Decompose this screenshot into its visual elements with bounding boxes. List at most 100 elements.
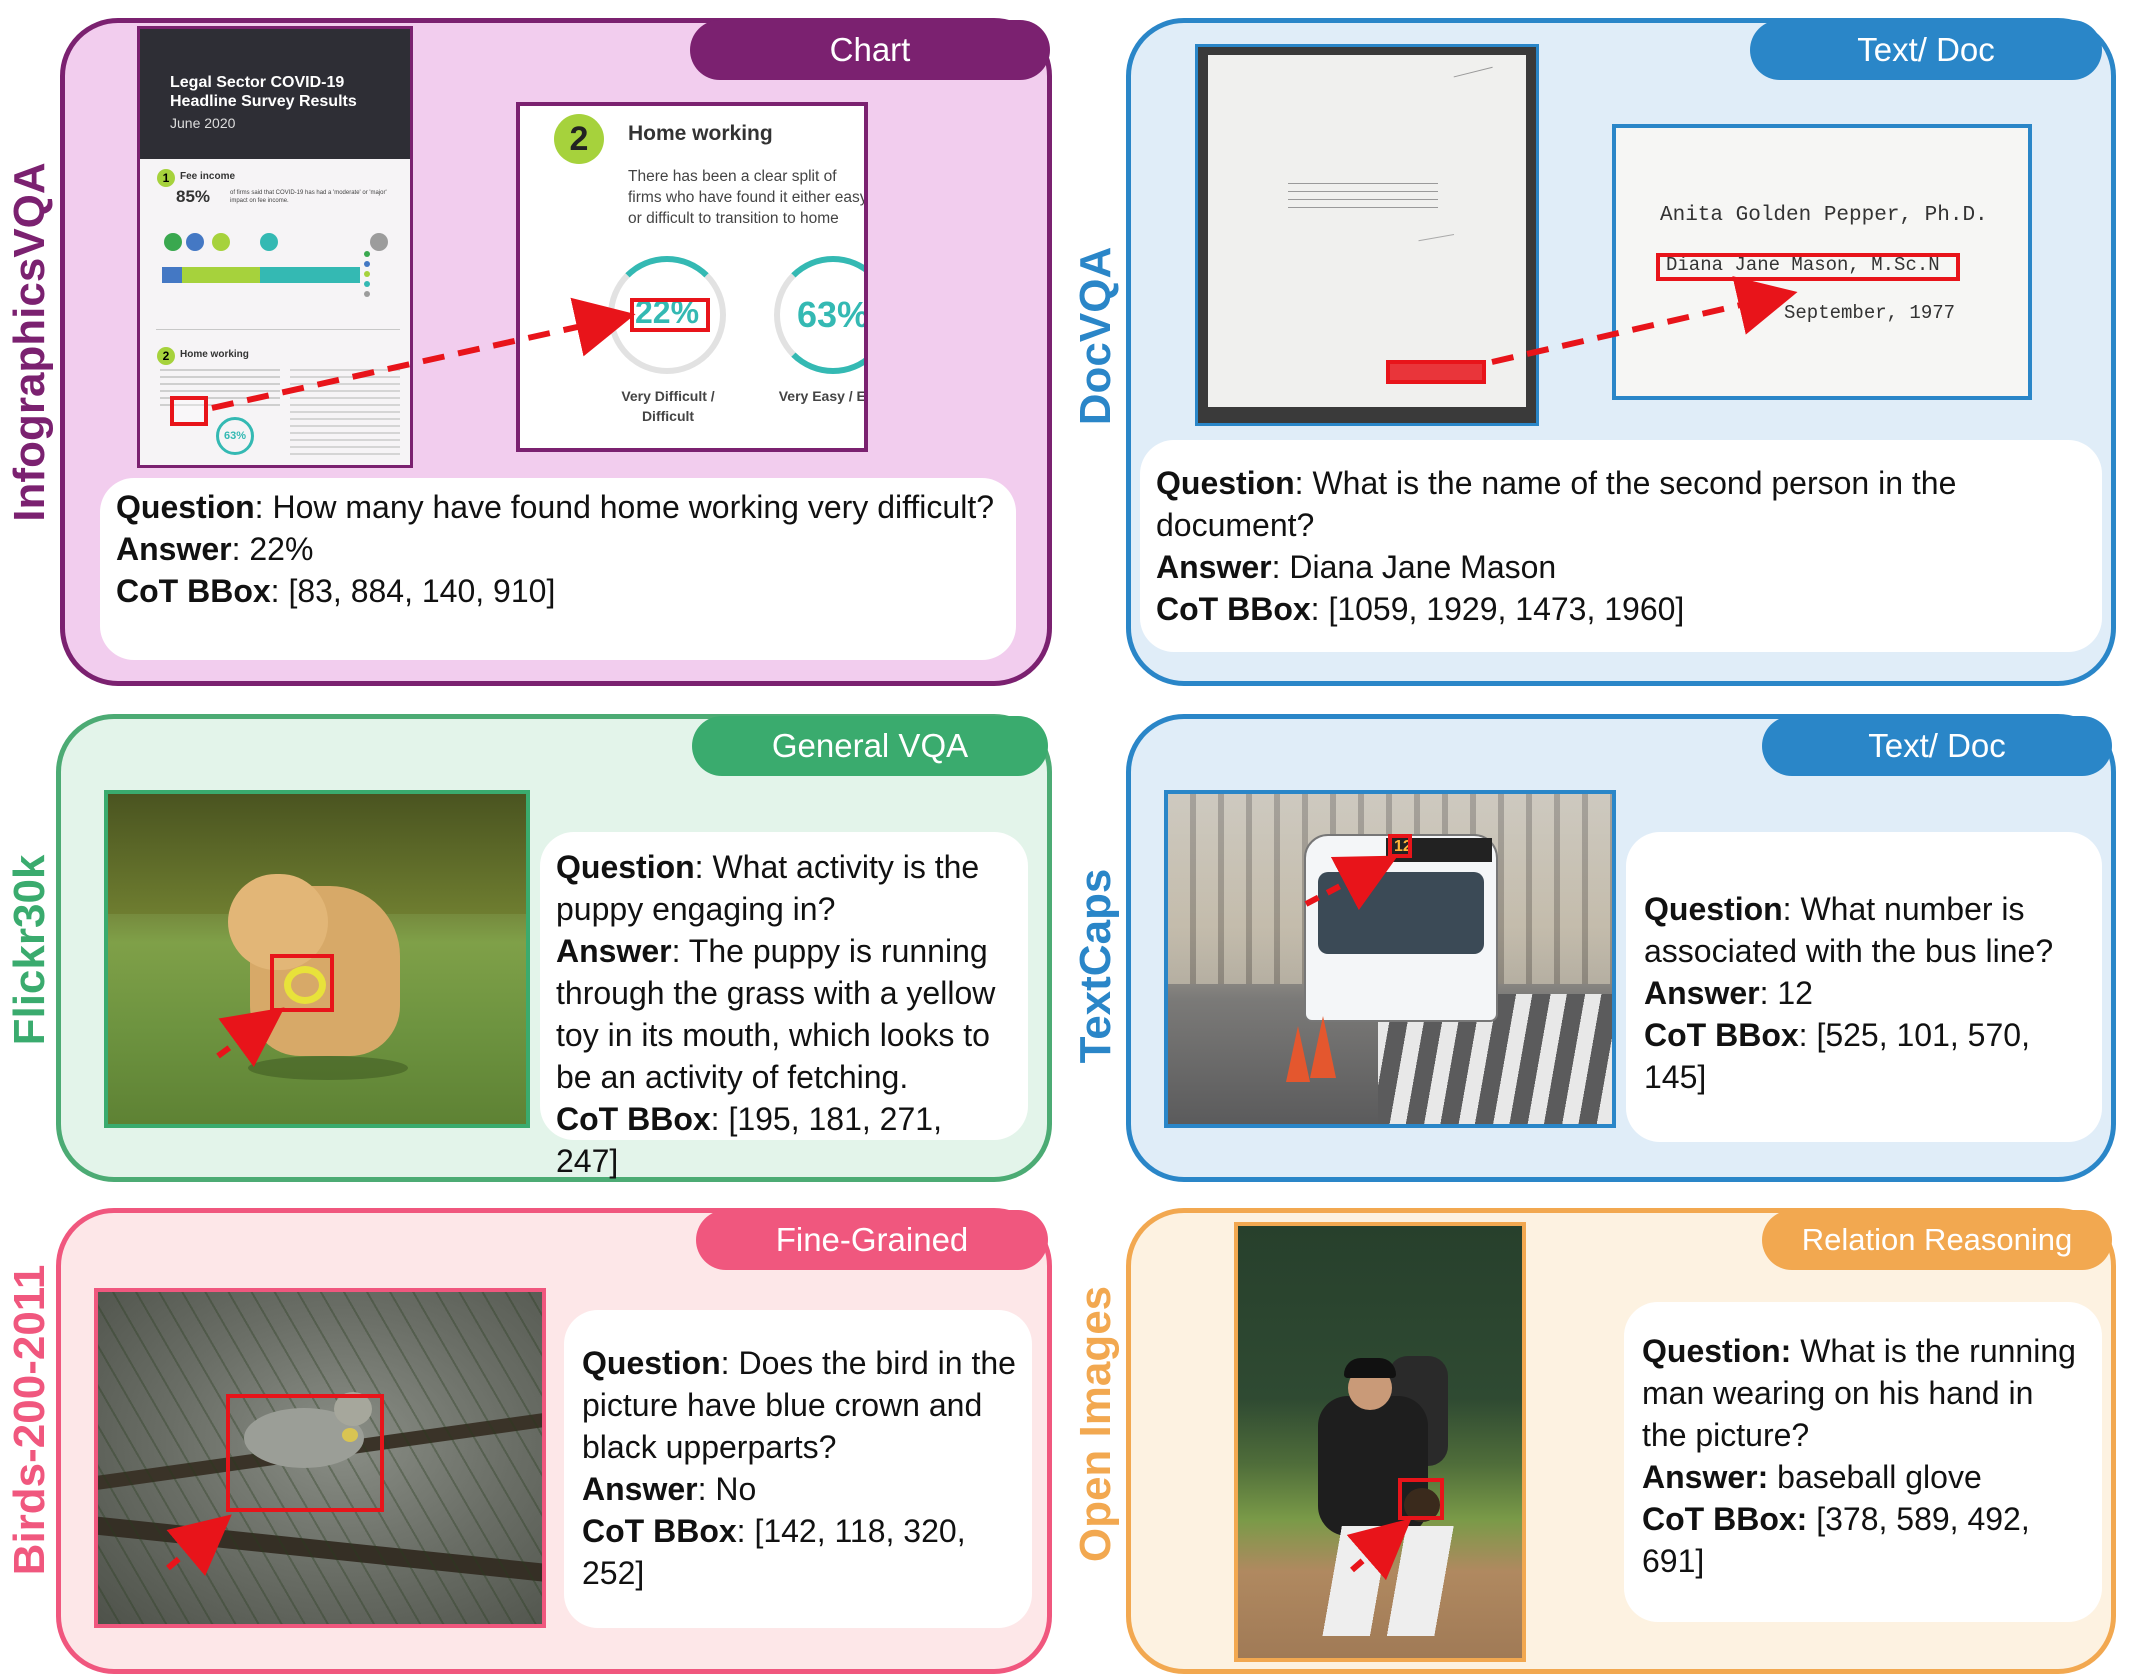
flickr30k-qa-box: Question: What activity is the puppy eng… — [540, 832, 1028, 1179]
answer-text: : The puppy is running through the grass… — [556, 933, 996, 1095]
section-one-badge: 1 — [157, 169, 175, 187]
bbox-text: [378, 589, 492, 691] — [1642, 1501, 2030, 1579]
bbox-label: CoT BBox: — [1642, 1501, 1808, 1537]
bbox-text: : [195, 181, 271, 247] — [556, 1101, 942, 1179]
docvqa-qa-box: Question: What is the name of the second… — [1140, 440, 2102, 652]
easy-percent: 63% — [796, 294, 868, 335]
question-text: What is the running man wearing on his h… — [1642, 1333, 2076, 1453]
puppy-pointer-arrow — [216, 1007, 285, 1068]
infographic-header — [140, 29, 410, 159]
text-doc-tag: Text/ Doc — [1750, 20, 2102, 80]
bus-pointer-arrow — [1304, 855, 1398, 911]
answer-label: Answer — [1156, 549, 1272, 585]
impact-legend — [364, 251, 394, 311]
fee-income-stat: 85% — [176, 187, 211, 206]
question-label: Question — [1156, 465, 1295, 501]
bird-pointer-arrow — [166, 1514, 232, 1576]
section-divider — [156, 329, 400, 330]
traffic-cone-left — [1286, 1026, 1310, 1082]
answer-label: Answer — [116, 531, 232, 567]
document-zoom-arrow — [1491, 276, 1798, 365]
bbox-label: CoT BBox — [116, 573, 271, 609]
section-two-title: Home working — [180, 349, 249, 360]
answer-text: : No — [697, 1471, 757, 1507]
zoom-name-box — [1656, 253, 1960, 281]
textcaps-qa-box: Question: What number is associated with… — [1626, 832, 2102, 1142]
chart-tag: Chart — [690, 20, 1050, 80]
bbox-text: : [142, 118, 320, 252] — [582, 1513, 966, 1591]
thumb-target-box — [170, 396, 208, 426]
bus-number-target-box — [1388, 834, 1412, 858]
zoom-section-badge: 2 — [554, 114, 604, 164]
answer-text: : 22% — [231, 531, 314, 567]
bbox-label: CoT BBox — [556, 1101, 711, 1137]
infographic-date: June 2020 — [170, 115, 236, 131]
bbox-label: CoT BBox — [1644, 1017, 1799, 1053]
question-text: : What is the name of the second person … — [1156, 465, 1957, 543]
bus-destination-display — [1386, 838, 1492, 862]
question-label: Question — [116, 489, 255, 525]
answer-text: : Diana Jane Mason — [1271, 549, 1557, 585]
document-zoom: Anita Golden Pepper, Ph.D. Diana Jane Ma… — [1612, 124, 2032, 400]
easy-caption: Very Easy / Easy — [778, 388, 866, 404]
traffic-cone-right — [1310, 1016, 1336, 1078]
question-label: Question — [1644, 891, 1783, 927]
factors-text-lines — [290, 369, 400, 459]
glove-target-box — [1398, 1478, 1444, 1520]
infographic-zoom: 2 Home working There has been a clear sp… — [516, 102, 868, 452]
question-label: Question: — [1642, 1333, 1792, 1369]
zoom-line-two: Diana Jane Mason, M.Sc.N — [1666, 254, 1940, 276]
general-vqa-tag: General VQA — [692, 716, 1048, 776]
impact-circles — [160, 229, 400, 269]
glove-pointer-arrow — [1346, 1518, 1412, 1581]
section-one-title: Fee income — [180, 171, 236, 182]
zoom-line-one: Anita Golden Pepper, Ph.D. — [1660, 204, 1988, 227]
question-text: : What number is associated with the bus… — [1644, 891, 2054, 969]
document-text-lines — [1288, 183, 1438, 215]
text-doc-tag: Text/ Doc — [1762, 716, 2112, 776]
bus-line-number: 12 — [1394, 838, 1412, 855]
pitcher-cap — [1344, 1358, 1396, 1378]
bbox-label: CoT BBox — [1156, 591, 1311, 627]
question-label: Question — [582, 1345, 721, 1381]
answer-label: Answer: — [1642, 1459, 1769, 1495]
difficult-caption: Very Difficult / Difficult — [621, 388, 715, 424]
document-page — [1208, 55, 1526, 407]
fine-grained-tag: Fine-Grained — [696, 1210, 1048, 1270]
bbox-text: : [525, 101, 570, 145] — [1644, 1017, 2030, 1095]
bird-yellow-patch — [342, 1428, 358, 1442]
puppy-photo — [104, 790, 530, 1128]
question-text: : Does the bird in the picture have blue… — [582, 1345, 1016, 1465]
zoom-section-heading: Home working — [628, 122, 773, 145]
question-text: : How many have found home working very … — [254, 489, 994, 525]
zoom-section-body: There has been a clear split of firms wh… — [628, 168, 868, 232]
answer-label: Answer — [556, 933, 672, 969]
impact-bar — [162, 267, 362, 283]
bird-target-box — [226, 1394, 384, 1512]
zoom-line-three: September, 1977 — [1784, 302, 1956, 324]
answer-text: : 12 — [1759, 975, 1813, 1011]
infographicsvqa-qa-box: Question: How many have found home worki… — [100, 478, 1016, 660]
answer-label: Answer — [582, 1471, 698, 1507]
question-text: : What activity is the puppy engaging in… — [556, 849, 980, 927]
bbox-text: : [83, 884, 140, 910] — [270, 573, 556, 609]
bbox-text: : [1059, 1929, 1473, 1960] — [1310, 591, 1685, 627]
birds-qa-box: Question: Does the bird in the picture h… — [564, 1310, 1032, 1628]
answer-text: baseball glove — [1768, 1459, 1982, 1495]
relation-reasoning-tag: Relation Reasoning — [1762, 1210, 2112, 1270]
section-two-badge: 2 — [157, 347, 175, 365]
yellow-toy — [284, 966, 326, 1004]
baseball-photo — [1234, 1222, 1526, 1662]
thumb-easy-ring: 63% — [216, 417, 254, 455]
open-images-qa-box: Question: What is the running man wearin… — [1624, 1302, 2102, 1622]
home-working-text-lines — [160, 369, 280, 409]
infographic-title: Legal Sector COVID-19 Headline Survey Re… — [170, 74, 357, 110]
bbox-label: CoT BBox — [582, 1513, 737, 1549]
easy-ring — [774, 256, 864, 374]
infographic-thumbnail: Legal Sector COVID-19 Headline Survey Re… — [137, 26, 413, 468]
toy-target-box — [270, 954, 334, 1012]
question-label: Question — [556, 849, 695, 885]
infographic-zoom-arrow — [211, 297, 636, 411]
fee-income-text: of firms said that COVID-19 has had a 'm… — [230, 190, 387, 204]
